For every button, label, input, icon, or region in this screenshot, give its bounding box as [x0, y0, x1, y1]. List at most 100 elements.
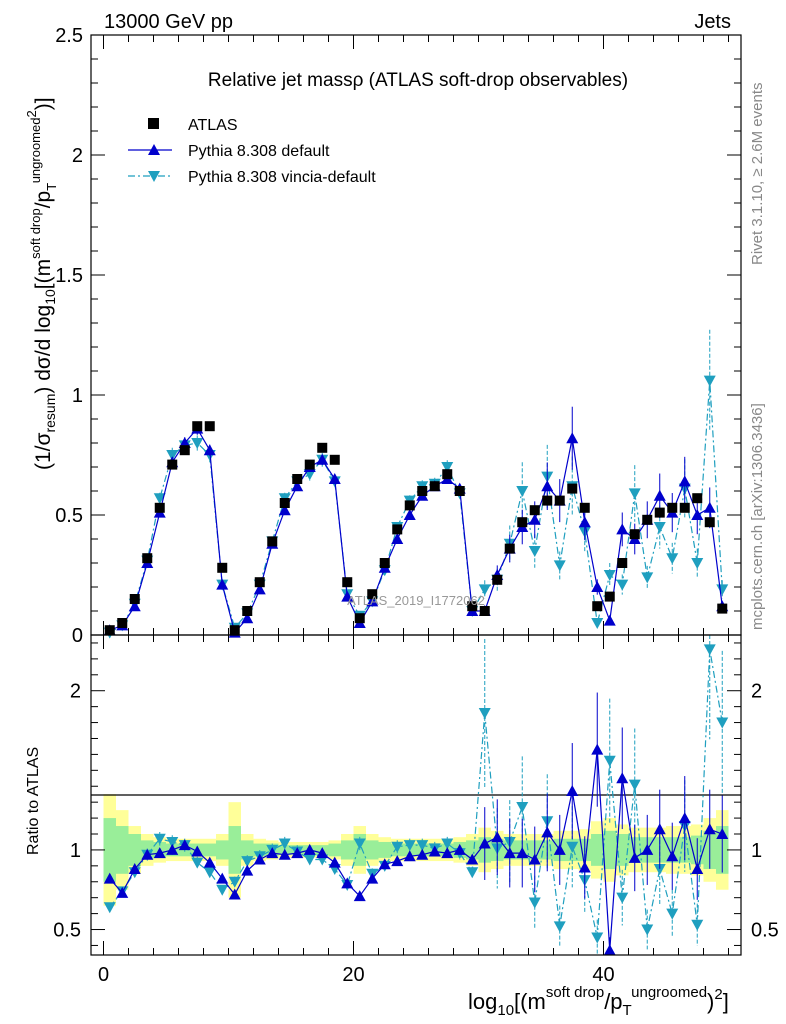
ratio-default-marker	[591, 743, 604, 755]
ratio-vincia-marker	[166, 836, 179, 848]
atlas-marker	[617, 558, 628, 568]
ratio-band-inner	[603, 830, 616, 870]
ratio-xtick-label: 0	[98, 964, 109, 986]
ratio-default-marker	[291, 847, 304, 859]
ratio-default-marker	[466, 853, 479, 865]
ratio-ytick-label: 1	[70, 840, 81, 862]
vincia-marker	[478, 584, 491, 596]
ratio-default-marker	[603, 944, 616, 956]
default-marker	[341, 590, 354, 602]
atlas-marker	[267, 536, 278, 547]
atlas-marker	[554, 495, 565, 506]
atlas-marker	[329, 454, 340, 465]
atlas-marker	[579, 502, 590, 513]
vincia-marker	[616, 579, 629, 591]
atlas-marker	[342, 577, 353, 588]
legend-default-marker	[148, 144, 160, 155]
default-marker	[541, 480, 554, 492]
atlas-marker	[667, 502, 678, 513]
svg-text:log10[(msoft drop/pTungroomed): log10[(msoft drop/pTungroomed)2]	[468, 984, 729, 1019]
atlas-marker	[167, 459, 178, 470]
ratio-default-marker	[316, 847, 329, 859]
atlas-marker	[604, 591, 615, 602]
default-marker	[391, 533, 404, 544]
default-marker	[678, 475, 691, 487]
default-marker	[291, 480, 304, 492]
ratio-default-marker	[266, 847, 279, 859]
ratio-default-marker	[678, 812, 691, 824]
atlas-marker	[592, 601, 603, 612]
ratio-vincia-marker	[303, 854, 316, 866]
ratio-default-marker	[328, 856, 341, 868]
ratio-default-marker	[278, 848, 291, 860]
atlas-marker	[104, 625, 115, 636]
ratio-default-marker	[616, 772, 629, 784]
vincia-marker	[666, 553, 679, 565]
atlas-marker	[717, 603, 728, 614]
ratio-band-inner	[328, 843, 341, 857]
watermark: ATLAS_2019_I1772062	[347, 593, 485, 608]
atlas-marker	[679, 502, 690, 513]
ratio-default-marker	[303, 843, 316, 855]
ratio-default-marker	[253, 853, 266, 865]
ratio-vincia-marker	[603, 755, 616, 767]
side-label-upper: Rivet 3.1.10, ≥ 2.6M events	[749, 83, 766, 266]
atlas-marker	[517, 517, 528, 528]
default-marker	[566, 432, 579, 444]
vincia-marker	[553, 560, 566, 572]
default-marker	[278, 504, 291, 516]
ratio-panel-frame	[90, 634, 742, 956]
ratio-vincia-marker	[278, 838, 291, 850]
ratio-band-inner	[216, 840, 229, 860]
atlas-marker	[379, 558, 390, 568]
ratio-panel-ticks: 0.5 0.51 12 20 20 40	[53, 635, 779, 986]
ratio-default-marker	[241, 864, 254, 876]
ratio-vincia-marker	[241, 856, 254, 868]
ratio-band-inner	[228, 826, 241, 874]
ratio-default-marker	[541, 826, 554, 838]
legend: ATLAS Pythia 8.308 default Pythia 8.308 vi…	[128, 117, 376, 186]
header-left-label: 13000 GeV pp	[104, 11, 233, 33]
main-ytick-label: 0.5	[55, 505, 83, 527]
ratio-vincia-marker	[216, 884, 229, 896]
ratio-vincia-marker	[716, 717, 729, 729]
atlas-marker	[229, 625, 240, 636]
ratio-ytick-label: 0.5	[53, 920, 81, 942]
ratio-vincia-marker	[353, 838, 366, 850]
atlas-marker	[204, 421, 215, 432]
ratio-default-marker	[403, 850, 416, 862]
main-ytick-label: 2.5	[55, 25, 83, 47]
ratio-band-inner	[103, 818, 116, 882]
atlas-marker	[354, 613, 365, 624]
ratio-y-axis-label: Ratio to ATLAS	[25, 747, 42, 855]
vincia-marker	[653, 522, 666, 533]
default-marker	[703, 501, 716, 513]
main-ytick-label: 2	[72, 145, 83, 167]
legend-label: Pythia 8.308 vincia-default	[188, 169, 376, 186]
ratio-vincia-marker	[153, 833, 166, 845]
default-marker	[691, 509, 704, 520]
svg-text:(1/σresum) dσ/d log10[(msoft d: (1/σresum) dσ/d log10[(msoft drop/pTungr…	[24, 97, 59, 470]
ratio-band-inner	[241, 840, 254, 860]
ratio-default-marker	[228, 888, 241, 900]
ratio-band-inner	[378, 841, 391, 858]
default-marker	[653, 489, 666, 501]
ratio-vincia-marker	[666, 908, 679, 920]
legend-label: ATLAS	[188, 117, 238, 134]
ratio-vincia-marker	[691, 919, 704, 931]
vincia-marker	[166, 450, 179, 461]
atlas-marker	[704, 517, 715, 528]
vincia-marker	[641, 572, 654, 584]
vincia-marker	[153, 493, 166, 505]
ratio-ytick-label-right: 1	[751, 840, 762, 862]
ratio-default-marker	[391, 855, 404, 867]
atlas-marker	[279, 498, 290, 508]
vincia-marker	[716, 584, 729, 596]
ratio-xtick-label: 40	[592, 964, 614, 986]
ratio-band-inner	[591, 834, 604, 866]
ratio-ytick-label-right: 2	[751, 681, 762, 703]
ratio-default-marker	[666, 850, 679, 862]
ratio-vincia-marker	[478, 708, 491, 720]
vincia-marker	[591, 618, 604, 629]
ratio-vincia-marker	[528, 897, 541, 909]
